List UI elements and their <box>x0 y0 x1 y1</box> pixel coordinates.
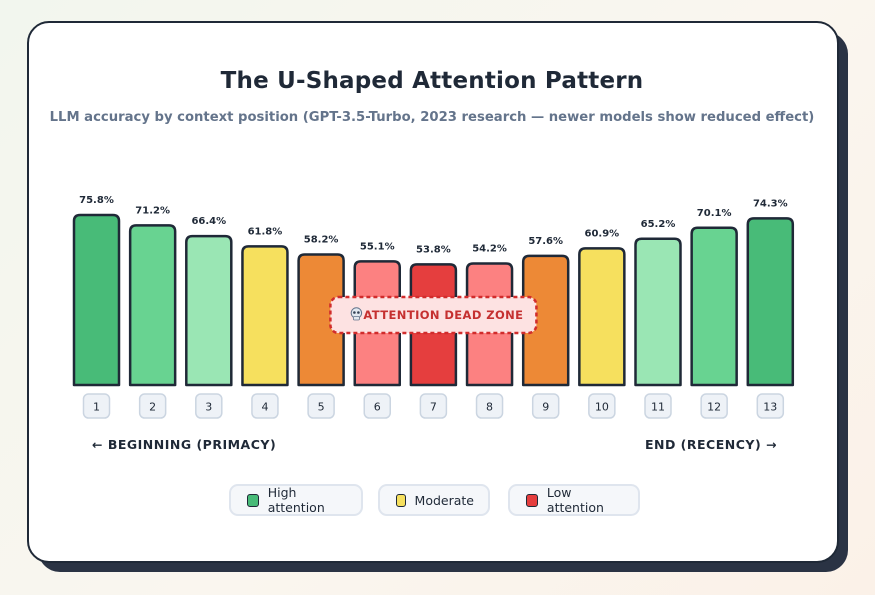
tick-label-13: 13 <box>763 401 777 414</box>
value-label-1: 75.8% <box>79 195 114 206</box>
legend-label-low: Low attention <box>546 485 604 515</box>
value-label-8: 54.2% <box>472 243 507 254</box>
chart-title: The U-Shaped Attention Pattern <box>220 68 644 94</box>
position-chip-3 <box>195 393 223 419</box>
position-chip-4 <box>251 393 279 419</box>
tick-label-8: 8 <box>486 401 493 414</box>
tick-label-5: 5 <box>318 401 325 414</box>
dead-zone-label: ATTENTION DEAD ZONE <box>363 308 523 322</box>
tick-label-3: 3 <box>205 401 212 414</box>
value-label-2: 71.2% <box>135 205 170 216</box>
tick-label-7: 7 <box>430 401 437 414</box>
value-label-5: 58.2% <box>304 234 339 245</box>
value-label-11: 65.2% <box>641 219 676 230</box>
value-label-7: 53.8% <box>416 244 451 255</box>
legend-swatch-low <box>526 493 538 507</box>
tick-label-1: 1 <box>93 401 100 414</box>
legend-moderate: Moderate <box>378 484 490 516</box>
legend-swatch-high <box>247 493 259 507</box>
tick-label-9: 9 <box>542 401 549 414</box>
bar-4 <box>241 245 289 387</box>
tick-label-4: 4 <box>261 401 268 414</box>
legend-label-high: High attention <box>267 485 325 515</box>
position-chip-8 <box>475 393 504 419</box>
position-chip-13 <box>756 393 785 419</box>
value-label-13: 74.3% <box>753 198 788 209</box>
bar-3 <box>185 234 233 387</box>
position-chip-1 <box>82 393 111 419</box>
legend-low-attention: Low attention <box>508 484 640 516</box>
chart-subtitle: LLM accuracy by context position (GPT-3.… <box>49 110 815 125</box>
position-chip-5 <box>307 393 335 419</box>
skull-jaw <box>352 316 360 321</box>
value-label-10: 60.9% <box>584 228 619 239</box>
position-chip-10 <box>588 393 616 419</box>
position-chip-9 <box>531 393 560 419</box>
tick-label-6: 6 <box>374 401 381 414</box>
value-label-9: 57.6% <box>528 236 563 247</box>
value-label-4: 61.8% <box>248 226 283 237</box>
dead-zone-badge <box>329 295 538 335</box>
value-label-6: 55.1% <box>360 241 395 252</box>
position-chip-12 <box>700 393 728 419</box>
recency-label: END (RECENCY) → <box>644 437 777 452</box>
primacy-label: ← BEGINNING (PRIMACY) <box>92 437 277 452</box>
tick-label-2: 2 <box>149 401 156 414</box>
position-chip-7 <box>419 393 448 419</box>
position-chip-11 <box>644 393 672 419</box>
bar-11 <box>634 237 682 387</box>
value-label-12: 70.1% <box>697 208 732 219</box>
bar-12 <box>690 226 738 387</box>
skull-eye-left <box>353 311 356 314</box>
bar-13 <box>746 217 795 387</box>
bar-9 <box>521 254 570 387</box>
bar-2 <box>128 224 177 387</box>
tick-label-11: 11 <box>651 401 665 414</box>
bar-5 <box>297 253 345 387</box>
position-chip-2 <box>138 393 167 419</box>
legend-high-attention: High attention <box>229 484 363 516</box>
tick-label-12: 12 <box>707 401 721 414</box>
bar-1 <box>72 213 121 387</box>
position-chip-6 <box>363 393 391 419</box>
skull-eye-right <box>357 311 360 314</box>
value-label-3: 66.4% <box>191 216 226 227</box>
legend-label-moderate: Moderate <box>414 492 474 508</box>
tick-label-10: 10 <box>595 401 609 414</box>
legend-swatch-moderate <box>396 493 406 507</box>
bar-10 <box>578 247 626 387</box>
